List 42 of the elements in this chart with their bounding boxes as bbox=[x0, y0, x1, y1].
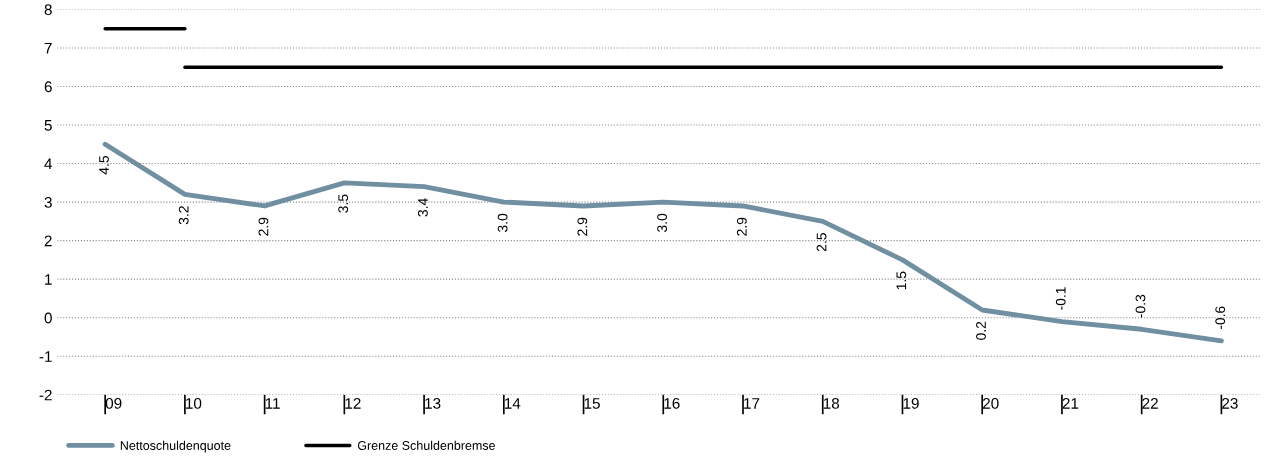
x-tick-label: 11 bbox=[265, 398, 280, 409]
data-label: 3.5 bbox=[338, 194, 349, 213]
y-tick-label: 7 bbox=[44, 42, 52, 54]
x-tick-label: 22 bbox=[1142, 397, 1158, 409]
data-label: 2.9 bbox=[736, 217, 747, 236]
data-label: 2.9 bbox=[577, 217, 588, 236]
data-label: 2.9 bbox=[258, 217, 269, 236]
y-tick-label: 2 bbox=[44, 235, 52, 247]
y-tick-label: -1 bbox=[39, 351, 52, 362]
x-tick-label: 18 bbox=[823, 397, 840, 409]
data-label: 3.4 bbox=[417, 198, 428, 217]
data-label: 4.5 bbox=[99, 155, 109, 175]
legend-label: Nettoschuldenquote bbox=[120, 440, 231, 453]
data-label: 3.0 bbox=[657, 213, 668, 232]
y-tick-label: 5 bbox=[44, 120, 52, 131]
y-tick-label: 8 bbox=[44, 4, 52, 16]
x-tick-label: 10 bbox=[186, 397, 202, 409]
x-tick-label: 13 bbox=[425, 397, 441, 409]
data-label: -0.1 bbox=[1055, 287, 1066, 310]
y-tick-label: 4 bbox=[44, 158, 53, 170]
x-tick-label: 14 bbox=[504, 398, 521, 409]
data-label: -0.6 bbox=[1215, 306, 1226, 330]
data-label: 0.2 bbox=[976, 321, 986, 340]
x-tick-label: 20 bbox=[982, 397, 999, 409]
data-label: 3.0 bbox=[497, 213, 508, 232]
x-tick-label: 15 bbox=[584, 398, 600, 409]
data-label: 3.2 bbox=[178, 206, 189, 225]
y-tick-label: 0 bbox=[44, 312, 52, 324]
x-tick-label: 17 bbox=[744, 398, 760, 409]
y-tick-label: -2 bbox=[39, 389, 52, 401]
y-tick-label: 3 bbox=[44, 196, 52, 208]
data-label: -0.3 bbox=[1135, 294, 1146, 318]
y-tick-label: 6 bbox=[44, 81, 52, 93]
x-tick-label: 23 bbox=[1222, 397, 1238, 409]
x-tick-label: 12 bbox=[345, 397, 361, 409]
x-tick-label: 09 bbox=[105, 397, 122, 409]
data-label: 2.5 bbox=[816, 233, 827, 252]
x-tick-label: 16 bbox=[664, 397, 680, 409]
legend-label: Grenze Schuldenbremse bbox=[357, 440, 495, 450]
data-label: 1.5 bbox=[896, 271, 907, 290]
y-tick-label: 1 bbox=[45, 274, 52, 285]
x-tick-label: 19 bbox=[903, 397, 919, 409]
